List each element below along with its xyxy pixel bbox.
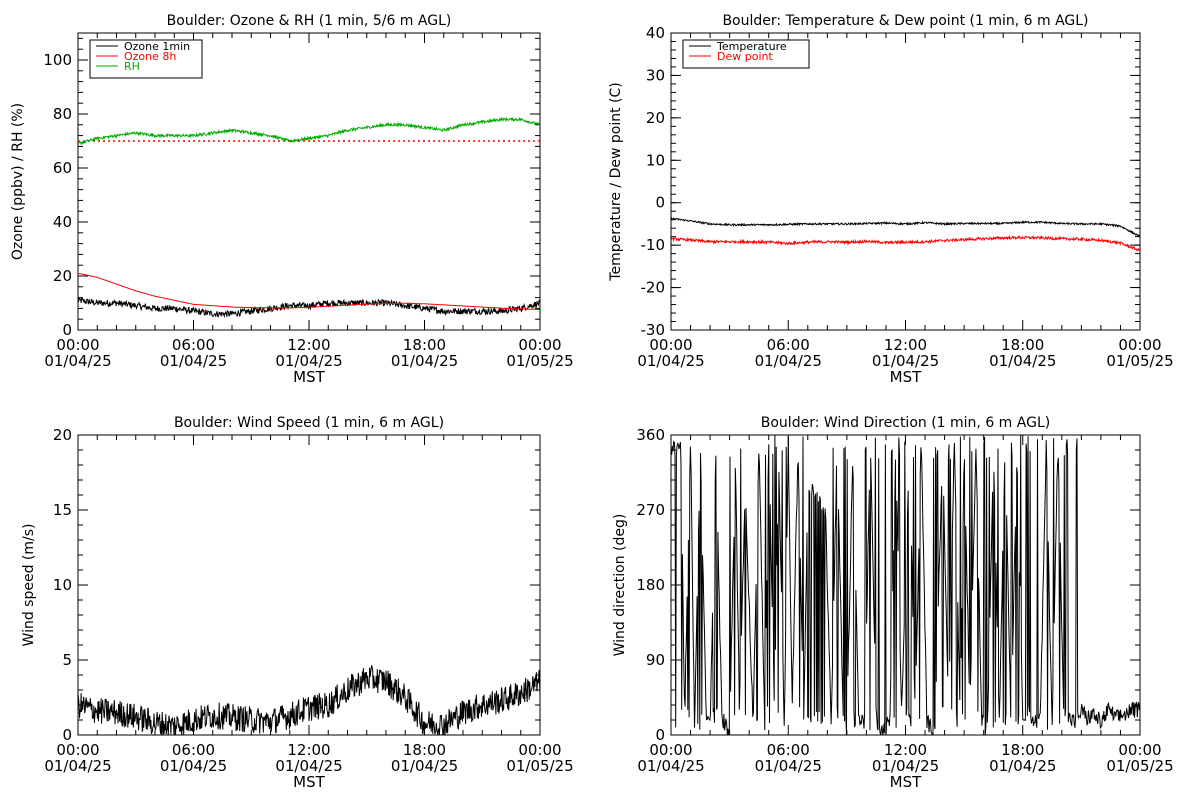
y-tick-label: 40: [53, 213, 72, 231]
x-tick-date: 01/05/25: [506, 757, 573, 775]
x-tick-date: 01/04/25: [275, 757, 342, 775]
x-tick-date: 01/04/25: [872, 757, 939, 775]
x-tick-date: 01/04/25: [391, 757, 458, 775]
x-axis-label: MST: [293, 773, 325, 791]
x-tick-date: 01/04/25: [44, 757, 111, 775]
y-tick-label: 0: [655, 194, 665, 212]
y-axis-label: Wind direction (deg): [612, 514, 628, 657]
y-tick-label: 20: [53, 267, 72, 285]
y-tick-label: 270: [636, 501, 665, 519]
y-tick-label: 360: [636, 426, 665, 444]
y-tick-label: 60: [53, 159, 72, 177]
y-tick-label: 40: [646, 24, 665, 42]
legend-box: [682, 39, 810, 69]
x-tick-time: 12:00: [884, 741, 927, 759]
x-tick-date: 01/04/25: [755, 757, 822, 775]
y-tick-label: 100: [43, 51, 72, 69]
x-tick-time: 18:00: [403, 741, 446, 759]
x-tick-date: 01/05/25: [506, 352, 573, 370]
series-line-1: [671, 217, 1140, 238]
x-tick-time: 18:00: [403, 336, 446, 354]
y-tick-label: 90: [646, 651, 665, 669]
x-tick-date: 01/04/25: [755, 352, 822, 370]
y-tick-label: -20: [641, 279, 666, 297]
x-tick-time: 00:00: [56, 741, 99, 759]
x-tick-time: 12:00: [884, 336, 927, 354]
chart-title: Boulder: Wind Direction (1 min, 6 m AGL): [761, 415, 1050, 431]
x-tick-time: 00:00: [1118, 336, 1161, 354]
x-tick-date: 01/04/25: [637, 352, 704, 370]
x-tick-time: 12:00: [287, 336, 330, 354]
x-tick-time: 06:00: [172, 741, 215, 759]
chart-title: Boulder: Ozone & RH (1 min, 5/6 m AGL): [167, 13, 452, 29]
x-axis-label: MST: [890, 368, 922, 386]
x-tick-date: 01/04/25: [989, 757, 1056, 775]
legend-entry: Dew point: [717, 50, 773, 63]
y-axis-label: Temperature / Dew point (C): [608, 82, 624, 281]
x-tick-date: 01/04/25: [44, 352, 111, 370]
chart-title: Boulder: Temperature & Dew point (1 min,…: [722, 13, 1088, 29]
y-tick-label: 15: [53, 501, 72, 519]
legend-entry: Ozone 8h: [124, 50, 176, 63]
x-tick-time: 06:00: [172, 336, 215, 354]
y-tick-label: 30: [646, 66, 665, 84]
x-tick-date: 01/04/25: [989, 352, 1056, 370]
x-tick-time: 00:00: [1118, 741, 1161, 759]
y-tick-label: 20: [53, 426, 72, 444]
x-tick-time: 18:00: [1001, 741, 1044, 759]
x-tick-time: 18:00: [1001, 336, 1044, 354]
y-tick-label: -30: [641, 321, 666, 339]
y-tick-label: 0: [655, 726, 665, 744]
y-axis-label: Ozone (ppbv) / RH (%): [10, 103, 26, 260]
chart-panel-1: Boulder: Ozone & RH (1 min, 5/6 m AGL) 0 2…: [10, 13, 574, 386]
y-axis-label: Wind speed (m/s): [21, 524, 37, 647]
chart-panel-3: Boulder: Wind Speed (1 min, 6 m AGL) 0 5 10…: [21, 415, 574, 791]
y-tick-label: 10: [53, 576, 72, 594]
x-tick-date: 01/04/25: [160, 757, 227, 775]
x-axis-label: MST: [293, 368, 325, 386]
chart-panel-2: Boulder: Temperature & Dew point (1 min,…: [608, 13, 1174, 386]
x-tick-time: 06:00: [767, 336, 810, 354]
series-line-1: [78, 665, 540, 735]
x-tick-time: 00:00: [518, 741, 561, 759]
y-tick-label: -10: [641, 236, 666, 254]
y-tick-label: 20: [646, 109, 665, 127]
y-tick-label: 10: [646, 151, 665, 169]
y-tick-label: 180: [636, 576, 665, 594]
x-tick-time: 00:00: [649, 741, 692, 759]
y-tick-label: 0: [62, 321, 72, 339]
series-line-3: [78, 116, 540, 146]
x-tick-date: 01/04/25: [872, 352, 939, 370]
series-line-2: [671, 234, 1140, 252]
x-tick-time: 00:00: [56, 336, 99, 354]
y-tick-label: 80: [53, 105, 72, 123]
x-tick-date: 01/04/25: [275, 352, 342, 370]
y-tick-label: 5: [62, 651, 72, 669]
x-tick-time: 06:00: [767, 741, 810, 759]
series-line-1: [671, 435, 1140, 735]
x-tick-date: 01/04/25: [391, 352, 458, 370]
legend-entry: Ozone 1min: [124, 40, 190, 53]
legend-entry: Temperature: [716, 40, 787, 53]
legend-entry: RH: [124, 60, 140, 73]
x-tick-time: 00:00: [649, 336, 692, 354]
chart-panel-4: Boulder: Wind Direction (1 min, 6 m AGL)…: [612, 415, 1174, 791]
x-tick-date: 01/05/25: [1106, 352, 1173, 370]
plot-frame: [77, 434, 541, 736]
chart-title: Boulder: Wind Speed (1 min, 6 m AGL): [174, 415, 444, 431]
x-tick-date: 01/04/25: [160, 352, 227, 370]
x-axis-label: MST: [890, 773, 922, 791]
x-tick-time: 12:00: [287, 741, 330, 759]
x-tick-date: 01/04/25: [637, 757, 704, 775]
x-tick-time: 00:00: [518, 336, 561, 354]
series-line-2: [78, 272, 540, 310]
y-tick-label: 0: [62, 726, 72, 744]
x-tick-date: 01/05/25: [1106, 757, 1173, 775]
plot-frame: [670, 32, 1141, 331]
series-line-1: [78, 297, 540, 319]
